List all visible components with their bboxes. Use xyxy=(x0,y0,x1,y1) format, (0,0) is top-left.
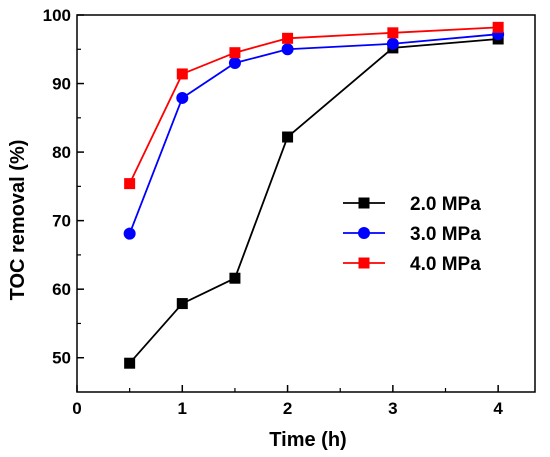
y-tick-label: 70 xyxy=(52,212,71,231)
data-point xyxy=(124,357,136,369)
data-point xyxy=(176,298,188,310)
legend-label: 4.0 MPa xyxy=(410,254,481,275)
data-point xyxy=(282,131,294,143)
series-line xyxy=(128,33,499,234)
legend-marker xyxy=(358,227,370,239)
legend: 2.0 MPa 3.0 MPa 4.0 MPa xyxy=(343,194,481,275)
data-point xyxy=(387,27,399,39)
data-point xyxy=(492,21,504,33)
y-tick-label: 100 xyxy=(43,6,71,25)
legend-marker xyxy=(358,257,370,269)
legend-marker xyxy=(358,197,370,209)
y-tick-label: 80 xyxy=(52,143,71,162)
y-tick-label: 50 xyxy=(52,349,71,368)
data-point xyxy=(281,43,294,56)
x-tick-label: 4 xyxy=(493,399,503,418)
data-point xyxy=(386,37,399,50)
x-tick-label: 2 xyxy=(283,399,292,418)
series-line xyxy=(128,38,499,364)
x-tick-label: 3 xyxy=(388,399,397,418)
data-point xyxy=(228,56,241,69)
plot-frame xyxy=(76,14,536,393)
y-tick-label: 90 xyxy=(52,75,71,94)
y-axis-title: TOC removal (%) xyxy=(7,140,29,301)
plot-area xyxy=(123,21,505,369)
x-tick-label: 0 xyxy=(72,399,81,418)
data-point xyxy=(176,68,188,80)
data-point xyxy=(176,91,189,104)
x-axis-title: Time (h) xyxy=(269,429,346,451)
data-point xyxy=(123,227,136,240)
axes: 0 1 2 3 4 50 60 70 80 90 100 xyxy=(43,6,536,418)
legend-label: 2.0 MPa xyxy=(410,194,481,215)
data-point xyxy=(229,47,241,59)
data-point xyxy=(124,178,136,190)
y-tick-label: 60 xyxy=(52,280,71,299)
x-tick-label: 1 xyxy=(178,399,187,418)
legend-label: 3.0 MPa xyxy=(410,224,481,245)
data-point xyxy=(229,272,241,284)
series-line xyxy=(128,26,499,185)
data-point xyxy=(282,32,294,44)
